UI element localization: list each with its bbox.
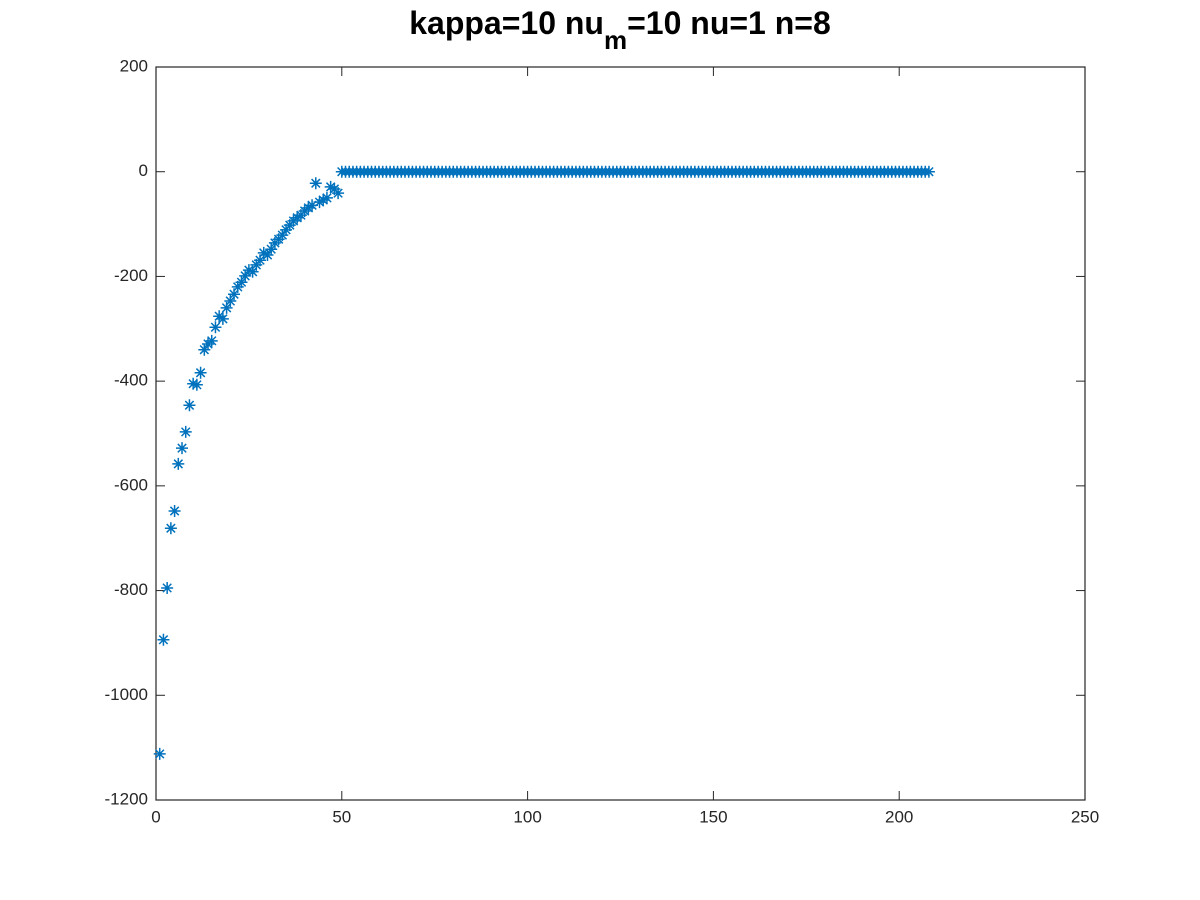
marker — [332, 187, 345, 200]
marker — [276, 229, 289, 242]
marker — [213, 310, 226, 323]
marker — [317, 193, 330, 206]
marker — [216, 312, 229, 325]
marker — [265, 243, 278, 256]
y-tick-label: -200 — [114, 266, 148, 285]
marker — [172, 457, 185, 470]
marker — [209, 321, 222, 334]
marker — [242, 264, 255, 277]
marker — [198, 343, 211, 356]
x-tick-label: 50 — [332, 807, 351, 826]
marker — [205, 334, 218, 347]
marker — [302, 201, 315, 214]
marker — [168, 504, 181, 517]
title-part: =10 nu=1 n=8 — [627, 5, 831, 41]
marker — [183, 399, 196, 412]
marker — [320, 191, 333, 204]
marker — [235, 276, 248, 289]
marker — [309, 177, 322, 190]
marker — [228, 288, 241, 301]
marker — [246, 265, 259, 278]
y-tick-label: -400 — [114, 371, 148, 390]
marker — [324, 180, 337, 193]
x-tick-label: 200 — [885, 807, 913, 826]
marker — [161, 581, 174, 594]
x-tick-label: 100 — [513, 807, 541, 826]
chart-title: kappa=10 num=10 nu=1 n=8 — [409, 5, 831, 55]
marker — [254, 254, 267, 267]
marker — [261, 248, 274, 261]
marker — [179, 425, 192, 438]
marker — [250, 258, 263, 271]
marker — [306, 199, 319, 212]
title-part: kappa=10 nu — [409, 5, 604, 41]
marker — [313, 196, 326, 209]
marker — [153, 747, 166, 760]
x-tick-label: 250 — [1071, 807, 1099, 826]
marker — [157, 633, 170, 646]
marker — [187, 377, 200, 390]
y-tick-label: -600 — [114, 475, 148, 494]
marker — [280, 223, 293, 236]
y-tick-label: 0 — [139, 161, 148, 180]
marker — [164, 522, 177, 535]
marker — [257, 246, 270, 259]
y-tick-label: 200 — [120, 56, 148, 75]
marker — [922, 165, 935, 178]
marker — [220, 301, 233, 314]
x-tick-label: 0 — [151, 807, 160, 826]
marker — [231, 280, 244, 293]
y-tick-label: -1200 — [105, 789, 148, 808]
title-part: m — [604, 25, 627, 55]
marker — [194, 366, 207, 379]
axes-box — [155, 66, 1086, 801]
x-tick-label: 150 — [699, 807, 727, 826]
marker — [239, 269, 252, 282]
marker — [176, 442, 189, 455]
y-tick-label: -1000 — [105, 685, 148, 704]
marker — [224, 295, 237, 308]
marker — [291, 211, 304, 224]
marker — [190, 378, 203, 391]
y-tick-label: -800 — [114, 580, 148, 599]
